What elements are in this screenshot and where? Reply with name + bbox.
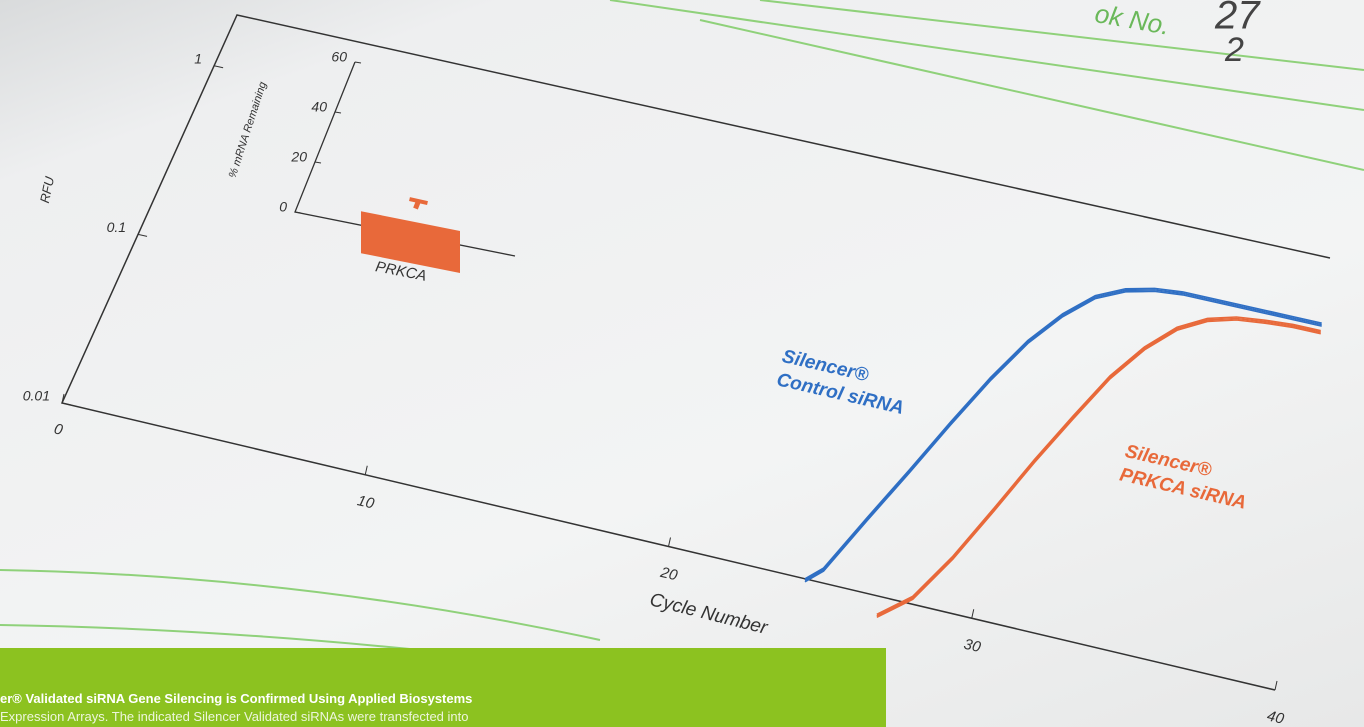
inset-y-axis-label: % mRNA Remaining <box>227 80 270 180</box>
handwriting: 2 <box>1224 31 1244 69</box>
inset-y-tick <box>354 61 362 64</box>
rule <box>699 19 1364 171</box>
x-tick-label: 30 <box>962 636 983 656</box>
inset-y-tick-label: 40 <box>311 99 327 115</box>
y-tick <box>213 65 224 69</box>
x-tick-label: 20 <box>658 564 680 585</box>
caption-box: er® Validated siRNA Gene Silencing is Co… <box>0 648 886 727</box>
rule <box>0 569 601 641</box>
x-tick <box>668 537 671 547</box>
x-tick-label: 40 <box>1265 707 1286 727</box>
inset-y-tick <box>334 111 342 114</box>
curve <box>804 287 1322 580</box>
curve <box>876 317 1321 617</box>
inset-y-tick-label: 0 <box>279 199 287 215</box>
notebook-label: ok No. <box>1093 0 1172 41</box>
x-tick <box>61 393 65 404</box>
x-tick <box>971 609 975 619</box>
inset-y-tick-label: 60 <box>331 49 347 65</box>
caption-line: Expression Arrays. The indicated Silence… <box>0 709 469 724</box>
curve <box>876 316 1321 616</box>
ruled-lines <box>0 0 1364 651</box>
handwriting: 27 <box>1214 0 1261 38</box>
x-tick <box>364 465 368 475</box>
y-tick-label: 0.1 <box>107 219 126 235</box>
inset-y-tick <box>294 211 302 214</box>
y-tick-label: 1 <box>194 50 202 66</box>
x-tick-label: 10 <box>356 492 377 512</box>
y-tick <box>61 402 72 406</box>
rule <box>759 0 1364 71</box>
y-tick-label: 0.01 <box>23 388 50 404</box>
inset-y-tick <box>314 161 322 164</box>
curve <box>804 289 1322 581</box>
x-tick <box>1274 680 1278 691</box>
y-tick <box>137 233 148 237</box>
curve <box>804 290 1322 583</box>
x-axis-label: Cycle Number <box>648 589 771 639</box>
bar <box>361 211 460 273</box>
x-tick-label: 0 <box>52 420 65 439</box>
rule <box>609 0 1364 111</box>
caption-line: er® Validated siRNA Gene Silencing is Co… <box>0 691 473 706</box>
curve <box>876 319 1321 619</box>
inset-y-tick-label: 20 <box>290 149 307 165</box>
y-axis-label: RFU <box>37 175 57 205</box>
rule <box>0 624 421 651</box>
error-cap <box>409 197 428 206</box>
